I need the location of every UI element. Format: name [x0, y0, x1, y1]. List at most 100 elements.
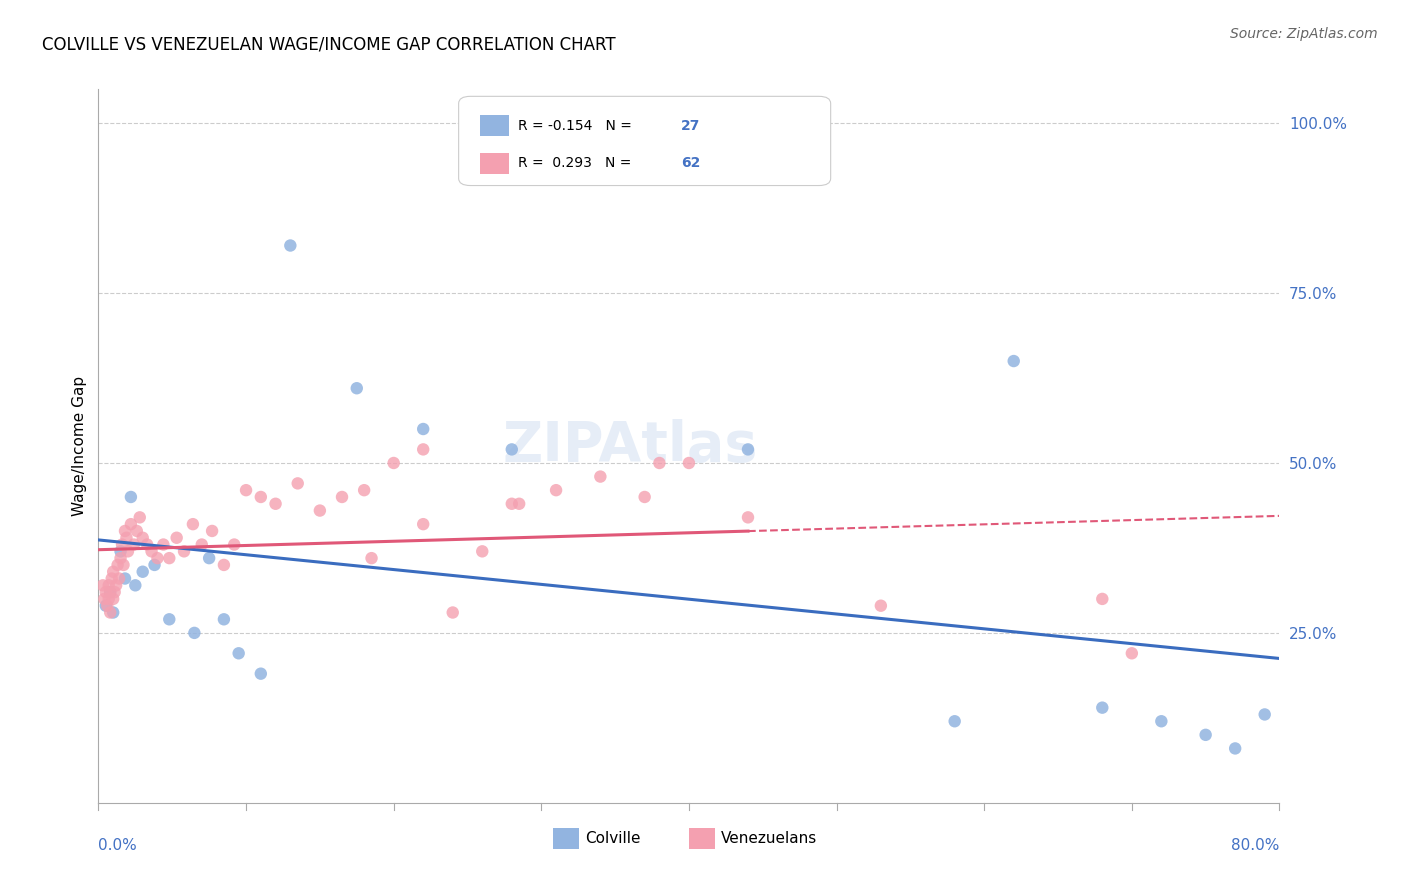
Text: Venezuelans: Venezuelans	[721, 831, 817, 846]
Text: ZIPAtlas: ZIPAtlas	[502, 419, 758, 473]
Point	[287, 476, 309, 491]
Point	[91, 578, 114, 592]
Point	[212, 612, 235, 626]
Point	[114, 572, 136, 586]
Point	[117, 544, 139, 558]
Point	[228, 646, 250, 660]
Point	[330, 490, 353, 504]
Text: R = -0.154   N =: R = -0.154 N =	[517, 119, 636, 133]
Point	[103, 606, 125, 620]
Point	[152, 537, 174, 551]
Point	[107, 558, 129, 572]
Point	[508, 497, 530, 511]
Point	[1091, 591, 1114, 606]
Bar	[689, 828, 714, 849]
Text: 80.0%: 80.0%	[1232, 838, 1279, 854]
Point	[110, 544, 132, 558]
Point	[103, 591, 125, 606]
Point	[1254, 707, 1277, 722]
Text: 0.0%: 0.0%	[98, 838, 138, 854]
Point	[132, 565, 155, 579]
Point	[93, 591, 115, 606]
Point	[501, 497, 523, 511]
Point	[412, 442, 434, 457]
Point	[100, 572, 122, 586]
Point	[737, 442, 759, 457]
Point	[112, 558, 135, 572]
Text: 62: 62	[681, 156, 700, 170]
Text: R =  0.293   N =: R = 0.293 N =	[517, 156, 636, 170]
Point	[678, 456, 700, 470]
Point	[94, 585, 117, 599]
Point	[943, 714, 966, 729]
Point	[97, 578, 120, 592]
Point	[108, 572, 131, 586]
Bar	[479, 153, 509, 174]
Point	[1091, 700, 1114, 714]
Point	[278, 238, 302, 252]
Point	[124, 578, 146, 592]
Point	[111, 537, 134, 551]
Text: Source: ZipAtlas.com: Source: ZipAtlas.com	[1230, 27, 1378, 41]
Point	[198, 551, 221, 566]
Point	[191, 537, 214, 551]
Point	[136, 537, 159, 551]
Point	[353, 483, 375, 498]
Point	[96, 599, 118, 613]
Point	[115, 531, 138, 545]
Point	[166, 531, 188, 545]
Point	[546, 483, 568, 498]
Point	[157, 551, 180, 566]
Point	[173, 544, 195, 558]
Point	[103, 565, 125, 579]
Point	[501, 442, 523, 457]
Point	[360, 551, 382, 566]
Point	[120, 517, 142, 532]
Point	[114, 524, 136, 538]
Point	[737, 510, 759, 524]
Point	[181, 517, 204, 532]
Point	[869, 599, 891, 613]
Point	[104, 585, 127, 599]
FancyBboxPatch shape	[458, 96, 831, 186]
Point	[441, 606, 464, 620]
Text: 27: 27	[681, 119, 700, 133]
Point	[183, 626, 205, 640]
Point	[1002, 354, 1025, 368]
Point	[98, 585, 121, 599]
Point	[94, 599, 117, 613]
Y-axis label: Wage/Income Gap: Wage/Income Gap	[72, 376, 87, 516]
Point	[1195, 728, 1218, 742]
Bar	[553, 828, 579, 849]
Text: Colville: Colville	[585, 831, 641, 846]
Point	[309, 503, 332, 517]
Point	[1223, 741, 1246, 756]
Text: COLVILLE VS VENEZUELAN WAGE/INCOME GAP CORRELATION CHART: COLVILLE VS VENEZUELAN WAGE/INCOME GAP C…	[42, 36, 616, 54]
Point	[105, 578, 128, 592]
Point	[589, 469, 612, 483]
Point	[122, 537, 145, 551]
Point	[633, 490, 655, 504]
Point	[125, 524, 148, 538]
Point	[201, 524, 224, 538]
Bar	[479, 115, 509, 136]
Point	[146, 551, 169, 566]
Point	[1121, 646, 1143, 660]
Point	[132, 531, 155, 545]
Point	[143, 558, 166, 572]
Point	[382, 456, 405, 470]
Point	[235, 483, 257, 498]
Point	[98, 585, 121, 599]
Point	[1150, 714, 1173, 729]
Point	[141, 544, 163, 558]
Point	[120, 490, 142, 504]
Point	[412, 517, 434, 532]
Point	[224, 537, 246, 551]
Point	[264, 497, 287, 511]
Point	[97, 591, 120, 606]
Point	[212, 558, 235, 572]
Point	[110, 551, 132, 566]
Point	[346, 381, 368, 395]
Point	[157, 612, 180, 626]
Point	[250, 490, 273, 504]
